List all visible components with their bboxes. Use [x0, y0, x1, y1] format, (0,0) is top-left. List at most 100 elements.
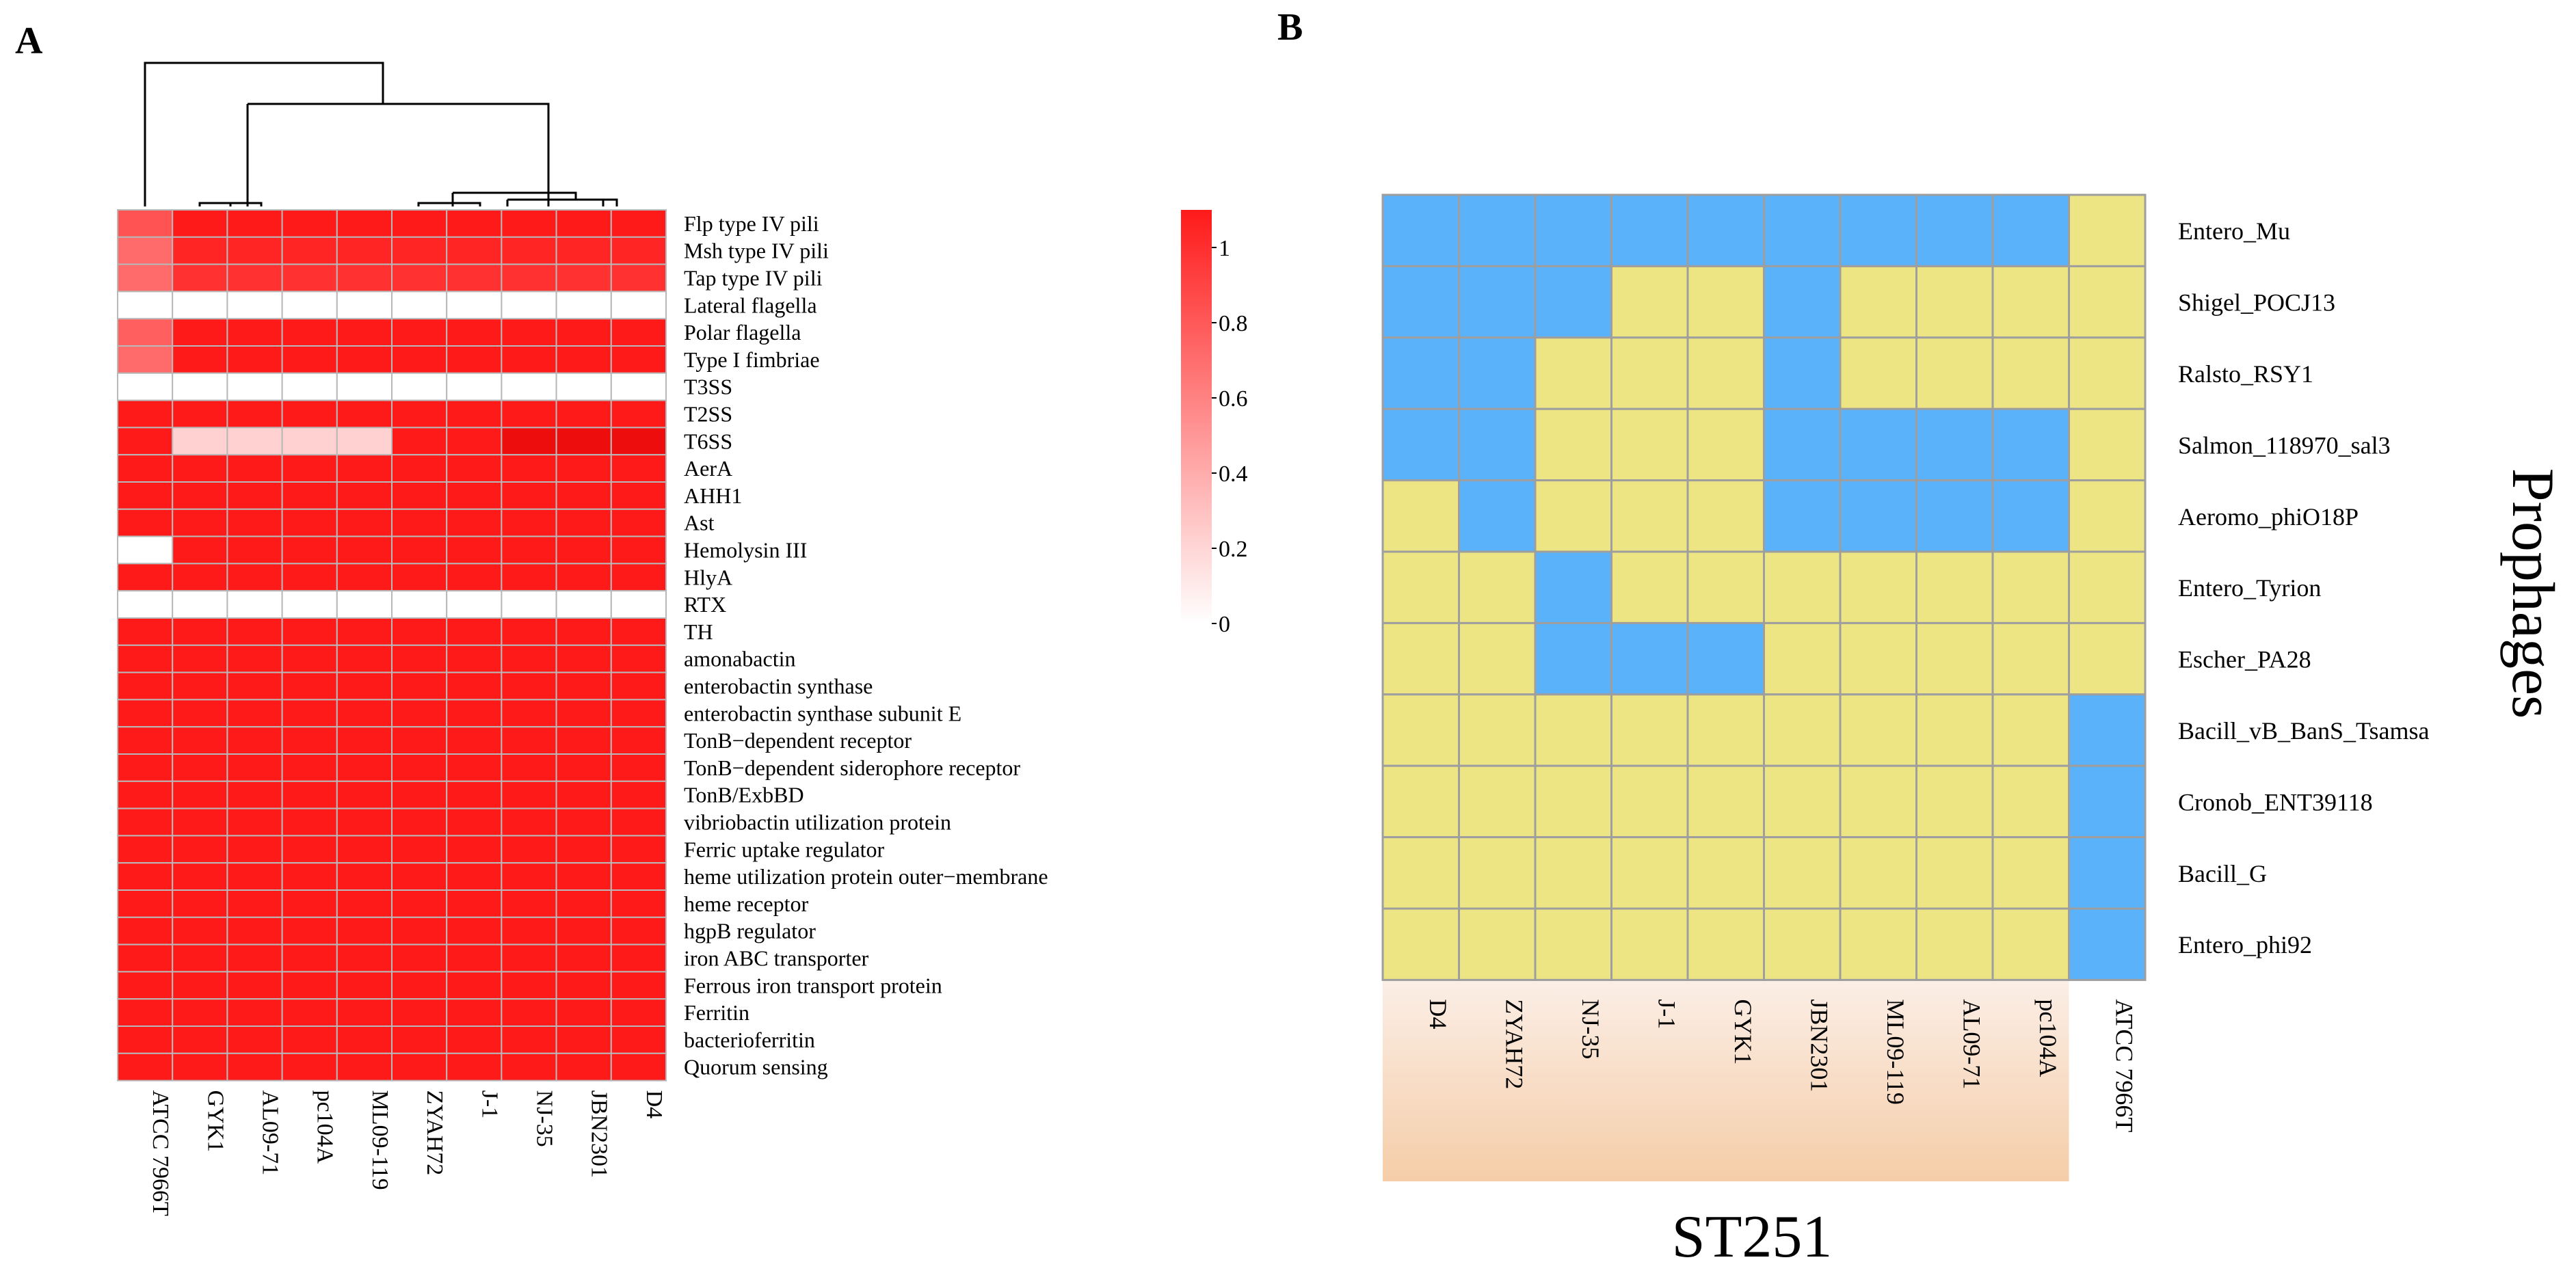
heat-a-cell-tap-type-iv-pili-pc104a	[281, 263, 338, 293]
prophage-cell-aeromo-phio18p-jbn2301	[1763, 479, 1842, 553]
heat-a-cell-t2ss-j-1	[446, 399, 503, 429]
heat-a-cell-amonabactin-atcc-7966t	[117, 644, 174, 673]
heat-a-cell-iron-abc-transporter-j-1	[446, 943, 503, 973]
heatmap-b-column-labels: D4 ZYAH72 NJ-35 J-1 GYK1 JBN2301 ML09-119 AL09-…	[1424, 999, 2138, 1132]
row-label-enterobactin-synthase-subunit-e: enterobactin synthase subunit E	[684, 701, 961, 725]
heat-a-cell-rtx-zyah72	[391, 590, 448, 619]
col-label-j-1: J-1	[477, 1090, 502, 1119]
heat-a-cell-tap-type-iv-pili-al09-71	[226, 263, 283, 293]
heat-a-cell-quorum-sensing-atcc-7966t	[117, 1052, 174, 1082]
prophage-label-cronob-ent39118: Cronob_ENT39118	[2178, 788, 2373, 816]
heat-a-cell-polar-flagella-al09-71	[226, 318, 283, 347]
heat-a-cell-hgpb-regulator-ml09-119	[336, 916, 393, 945]
heat-a-cell-hgpb-regulator-j-1	[446, 916, 503, 945]
prophage-col-label-d4: D4	[1424, 999, 1452, 1029]
heat-a-cell-enterobactin-synthase-subunit-e-jbn2301	[555, 699, 612, 728]
heat-a-cell-hlya-pc104a	[281, 563, 338, 592]
heat-a-cell-tonb-exbbd-zyah72	[391, 780, 448, 809]
heat-a-cell-t3ss-j-1	[446, 372, 503, 401]
prophage-cell-entero-phi92-jbn2301	[1763, 907, 1842, 981]
colorbar-tick-1: 1	[1219, 236, 1230, 261]
heat-a-cell-aera-ml09-119	[336, 454, 393, 483]
heat-a-cell-heme-receptor-ml09-119	[336, 889, 393, 918]
heat-a-cell-heme-utilization-protein-outer-membrane-j-1	[446, 862, 503, 891]
heat-a-cell-ahh1-gyk1	[172, 481, 228, 510]
heat-a-cell-iron-abc-transporter-d4	[610, 943, 667, 973]
col-label-atcc-7966t: ATCC 7966T	[148, 1090, 173, 1216]
heat-a-cell-tonb-dependent-siderophore-receptor-zyah72	[391, 753, 448, 782]
heat-a-cell-vibriobactin-utilization-protein-jbn2301	[555, 807, 612, 837]
heat-a-cell-hlya-j-1	[446, 563, 503, 592]
prophage-cell-bacill-g-jbn2301	[1763, 836, 1842, 910]
heat-a-cell-aera-zyah72	[391, 454, 448, 483]
prophage-cell-entero-mu-zyah72	[1458, 193, 1537, 267]
heat-a-cell-flp-type-iv-pili-jbn2301	[555, 209, 612, 238]
heat-a-cell-ferrous-iron-transport-protein-j-1	[446, 971, 503, 1000]
prophage-cell-ralsto-rsy1-atcc-7966t	[2068, 336, 2147, 410]
heat-a-cell-tonb-exbbd-d4	[610, 780, 667, 809]
heat-a-cell-enterobactin-synthase-atcc-7966t	[117, 671, 174, 701]
heat-a-cell-quorum-sensing-nj-35	[501, 1052, 557, 1082]
heat-a-cell-ferritin-al09-71	[226, 998, 283, 1027]
prophage-cell-ralsto-rsy1-ml09-119	[1839, 336, 1917, 410]
row-label-aera: AerA	[684, 456, 732, 481]
prophage-cell-shigel-pocj13-j-1	[1610, 265, 1689, 339]
prophage-cell-bacill-g-atcc-7966t	[2068, 836, 2147, 910]
heat-a-cell-th-nj-35	[501, 617, 557, 646]
heat-a-cell-t2ss-al09-71	[226, 399, 283, 429]
heat-a-cell-tonb-dependent-siderophore-receptor-j-1	[446, 753, 503, 782]
prophage-label-entero-mu: Entero_Mu	[2178, 217, 2290, 245]
heat-a-cell-enterobactin-synthase-subunit-e-al09-71	[226, 699, 283, 728]
prophage-cell-escher-pa28-d4	[1381, 621, 1460, 696]
row-label-bacterioferritin: bacterioferritin	[684, 1028, 815, 1052]
heat-a-cell-enterobactin-synthase-subunit-e-atcc-7966t	[117, 699, 174, 728]
colorbar-tick-0-4: 0.4	[1219, 461, 1248, 487]
heat-a-cell-quorum-sensing-gyk1	[172, 1052, 228, 1082]
prophage-cell-shigel-pocj13-pc104a	[1991, 265, 2070, 339]
colorbar-tick-0-6: 0.6	[1219, 386, 1248, 412]
prophage-cell-bacill-vb-bans-tsamsa-j-1	[1610, 693, 1689, 767]
prophage-cell-entero-mu-pc104a	[1991, 193, 2070, 267]
heat-a-cell-ferritin-atcc-7966t	[117, 998, 174, 1027]
heat-a-cell-amonabactin-jbn2301	[555, 644, 612, 673]
heat-a-cell-ast-ml09-119	[336, 508, 393, 537]
panel-label-b: B	[1277, 6, 1303, 49]
prophage-cell-aeromo-phio18p-atcc-7966t	[2068, 479, 2147, 553]
heat-a-cell-t3ss-pc104a	[281, 372, 338, 401]
prophage-cell-salmon-118970-sal3-atcc-7966t	[2068, 407, 2147, 482]
heat-a-cell-enterobactin-synthase-d4	[610, 671, 667, 701]
heat-a-cell-lateral-flagella-jbn2301	[555, 291, 612, 320]
heat-a-cell-type-i-fimbriae-d4	[610, 345, 667, 374]
row-label-ast: Ast	[684, 511, 715, 535]
heat-a-cell-polar-flagella-jbn2301	[555, 318, 612, 347]
heat-a-cell-bacterioferritin-nj-35	[501, 1025, 557, 1054]
heat-a-cell-flp-type-iv-pili-d4	[610, 209, 667, 238]
prophage-cell-bacill-vb-bans-tsamsa-gyk1	[1686, 693, 1765, 767]
heat-a-cell-ferrous-iron-transport-protein-atcc-7966t	[117, 971, 174, 1000]
heat-a-cell-hemolysin-iii-gyk1	[172, 535, 228, 565]
prophage-cell-entero-phi92-zyah72	[1458, 907, 1537, 981]
prophage-cell-salmon-118970-sal3-gyk1	[1686, 407, 1765, 482]
heat-a-cell-tonb-exbbd-jbn2301	[555, 780, 612, 809]
heat-a-cell-tonb-exbbd-gyk1	[172, 780, 228, 809]
heat-a-cell-ferric-uptake-regulator-atcc-7966t	[117, 835, 174, 864]
row-label-ferrous-iron-transport-protein: Ferrous iron transport protein	[684, 973, 942, 997]
heat-a-cell-heme-utilization-protein-outer-membrane-atcc-7966t	[117, 862, 174, 891]
heat-a-cell-ast-gyk1	[172, 508, 228, 537]
heat-a-cell-aera-jbn2301	[555, 454, 612, 483]
heat-a-cell-polar-flagella-gyk1	[172, 318, 228, 347]
heat-a-cell-aera-nj-35	[501, 454, 557, 483]
heat-a-cell-ferrous-iron-transport-protein-ml09-119	[336, 971, 393, 1000]
heat-a-cell-flp-type-iv-pili-atcc-7966t	[117, 209, 174, 238]
heat-a-cell-ast-d4	[610, 508, 667, 537]
prophage-label-bacill-vb-bans-tsamsa: Bacill_vB_BanS_Tsamsa	[2178, 717, 2429, 744]
heat-a-cell-t3ss-atcc-7966t	[117, 372, 174, 401]
heat-a-cell-bacterioferritin-al09-71	[226, 1025, 283, 1054]
heat-a-cell-ferric-uptake-regulator-ml09-119	[336, 835, 393, 864]
heat-a-cell-tap-type-iv-pili-d4	[610, 263, 667, 293]
heat-a-cell-vibriobactin-utilization-protein-nj-35	[501, 807, 557, 837]
prophage-cell-entero-phi92-al09-71	[1915, 907, 1994, 981]
heatmap-b-cells	[1381, 193, 2147, 981]
heat-a-cell-hemolysin-iii-zyah72	[391, 535, 448, 565]
heat-a-cell-flp-type-iv-pili-pc104a	[281, 209, 338, 238]
